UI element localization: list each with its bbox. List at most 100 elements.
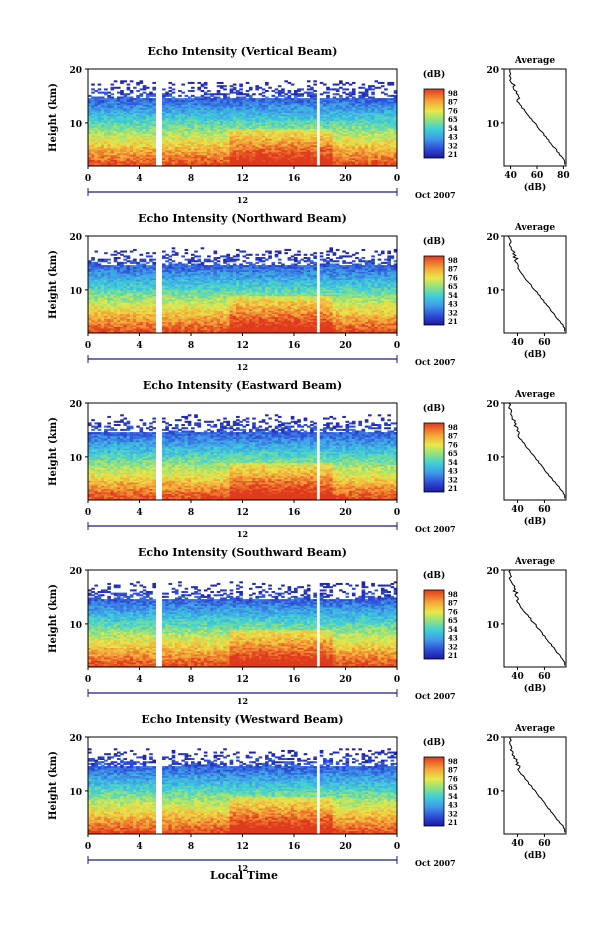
avg-x-tick-label: 40 — [511, 338, 524, 348]
colorbar-tick-label: 54 — [448, 458, 458, 467]
colorbar-tick-label: 32 — [448, 141, 458, 150]
x-tick-label: 12 — [236, 174, 249, 184]
colorbar — [423, 255, 445, 326]
avg-y-tick-label: 20 — [486, 400, 499, 410]
colorbar-tick-label: 76 — [448, 106, 458, 115]
y-tick-label: 10 — [69, 120, 82, 130]
panel-title: Echo Intensity (Southward Beam) — [138, 546, 347, 559]
heatmap — [88, 414, 398, 501]
date-label: 12 — [237, 195, 248, 205]
colorbar-tick-label: 87 — [448, 265, 458, 274]
colorbar-tick-label: 76 — [448, 273, 458, 282]
x-tick-label: 0 — [394, 174, 400, 184]
x-tick-label: 0 — [394, 341, 400, 351]
date-label: 12 — [237, 529, 248, 539]
x-tick-label: 20 — [339, 341, 352, 351]
colorbar-tick-label: 87 — [448, 599, 458, 608]
average-frame — [503, 736, 567, 835]
colorbar-tick-label: 54 — [448, 124, 458, 133]
y-tick-label: 20 — [69, 567, 82, 577]
avg-x-tick-label: 60 — [538, 505, 551, 515]
x-tick-label: 4 — [136, 508, 142, 518]
colorbar — [423, 422, 445, 493]
colorbar-tick-label: 21 — [448, 651, 458, 660]
x-tick-label: 12 — [236, 675, 249, 685]
colorbar-tick-label: 87 — [448, 766, 458, 775]
avg-x-tick-label: 60 — [538, 672, 551, 682]
y-tick-label: 10 — [69, 788, 82, 798]
panel-0: Echo Intensity (Vertical Beam) 20 10 Height… — [48, 45, 570, 205]
colorbar-tick-label: 98 — [448, 89, 458, 98]
average-frame — [503, 235, 567, 334]
average-title: Average — [514, 56, 555, 66]
colorbar-tick-label: 43 — [448, 801, 458, 810]
colorbar-tick-label: 32 — [448, 475, 458, 484]
x-tick-label: 0 — [394, 675, 400, 685]
y-tick-label: 10 — [69, 287, 82, 297]
colorbar-tick-label: 87 — [448, 98, 458, 107]
date-label: 12 — [237, 863, 248, 873]
average-profile-line — [508, 68, 566, 165]
avg-x-axis-label: (dB) — [524, 850, 546, 861]
colorbar-tick-label: 98 — [448, 590, 458, 599]
colorbar-unit: (dB) — [423, 570, 445, 581]
avg-y-tick-label: 10 — [486, 788, 499, 798]
avg-y-tick-label: 10 — [486, 454, 499, 464]
colorbar-tick-label: 65 — [448, 616, 458, 625]
heatmap — [88, 247, 398, 334]
avg-x-tick-label: 60 — [531, 171, 544, 181]
average-title: Average — [514, 724, 555, 734]
y-axis-label: Height (km) — [48, 250, 59, 319]
avg-x-tick-label: 80 — [557, 171, 570, 181]
colorbar-tick-label: 76 — [448, 774, 458, 783]
x-tick-label: 4 — [136, 341, 142, 351]
avg-x-tick-label: 60 — [538, 338, 551, 348]
x-tick-label: 0 — [85, 675, 91, 685]
average-profile-line — [509, 736, 566, 833]
avg-x-axis-label: (dB) — [524, 516, 546, 527]
colorbar-tick-label: 98 — [448, 757, 458, 766]
panel-title: Echo Intensity (Eastward Beam) — [143, 379, 342, 392]
panel-3: Echo Intensity (Southward Beam) 20 10 Heigh… — [48, 546, 567, 706]
colorbar-tick-label: 65 — [448, 783, 458, 792]
colorbar-tick-label: 54 — [448, 625, 458, 634]
avg-x-axis-label: (dB) — [524, 349, 546, 360]
y-axis-label: Height (km) — [48, 751, 59, 820]
avg-x-tick-label: 60 — [538, 839, 551, 849]
colorbar — [423, 589, 445, 660]
colorbar-tick-label: 98 — [448, 423, 458, 432]
avg-y-tick-label: 20 — [486, 233, 499, 243]
avg-y-tick-label: 10 — [486, 120, 499, 130]
colorbar-tick-label: 76 — [448, 440, 458, 449]
y-axis-label: Height (km) — [48, 83, 59, 152]
y-tick-label: 20 — [69, 66, 82, 76]
panel-2: Echo Intensity (Eastward Beam) 20 10 Height… — [48, 379, 567, 539]
month-label: Oct 2007 — [415, 524, 456, 534]
x-tick-label: 12 — [236, 341, 249, 351]
x-tick-label: 0 — [394, 842, 400, 852]
x-tick-label: 0 — [85, 842, 91, 852]
x-tick-label: 20 — [339, 174, 352, 184]
x-tick-label: 4 — [136, 842, 142, 852]
panels-group: Echo Intensity (Vertical Beam) 20 10 Height… — [48, 45, 570, 873]
y-tick-label: 20 — [69, 233, 82, 243]
x-tick-label: 20 — [339, 675, 352, 685]
average-profile-line — [508, 569, 566, 666]
date-label: 12 — [237, 362, 248, 372]
x-tick-label: 16 — [288, 174, 301, 184]
avg-y-tick-label: 10 — [486, 287, 499, 297]
y-tick-label: 20 — [69, 734, 82, 744]
x-tick-label: 0 — [85, 508, 91, 518]
colorbar-tick-label: 54 — [448, 291, 458, 300]
colorbar-tick-label: 32 — [448, 308, 458, 317]
avg-x-axis-label: (dB) — [524, 683, 546, 694]
colorbar-tick-label: 65 — [448, 282, 458, 291]
month-label: Oct 2007 — [415, 190, 456, 200]
month-label: Oct 2007 — [415, 357, 456, 367]
colorbar-tick-label: 65 — [448, 449, 458, 458]
date-label: 12 — [237, 696, 248, 706]
colorbar-tick-label: 65 — [448, 115, 458, 124]
colorbar — [423, 88, 445, 159]
colorbar-tick-label: 98 — [448, 256, 458, 265]
